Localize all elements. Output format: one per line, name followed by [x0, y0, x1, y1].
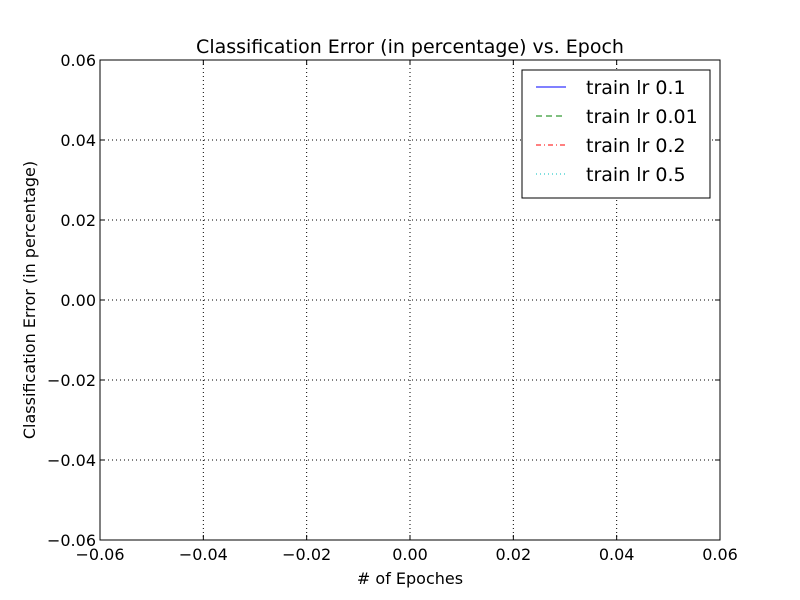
x-tick-label: −0.04	[179, 545, 228, 564]
y-axis-title: Classification Error (in percentage)	[20, 161, 39, 439]
y-tick-label: −0.04	[47, 451, 96, 470]
x-tick-label: 0.00	[392, 545, 428, 564]
legend-label: train lr 0.2	[586, 135, 686, 157]
legend-label: train lr 0.5	[586, 164, 686, 186]
legend-label: train lr 0.01	[586, 106, 698, 128]
x-tick-label: −0.02	[282, 545, 331, 564]
y-tick-label: 0.04	[60, 131, 96, 150]
y-tick-label: 0.00	[60, 291, 96, 310]
legend-box	[521, 69, 711, 199]
x-tick-label: 0.02	[496, 545, 532, 564]
x-tick-label: 0.04	[599, 545, 635, 564]
chart-title: Classification Error (in percentage) vs.…	[196, 36, 624, 58]
x-tick-label: −0.06	[75, 545, 124, 564]
x-tick-label: 0.06	[702, 545, 738, 564]
tick-layer: −0.06 −0.04 −0.02 0.00 0.02 0.04 0.06 −0.06 −0.0…	[47, 51, 738, 564]
x-axis-title: # of Epoches	[357, 569, 463, 588]
y-tick-label: −0.06	[47, 531, 96, 550]
y-tick-label: 0.06	[60, 51, 96, 70]
y-tick-label: −0.02	[47, 371, 96, 390]
y-tick-label: 0.02	[60, 211, 96, 230]
legend: train lr 0.1 train lr 0.01 train lr 0.2 tra…	[521, 69, 711, 199]
legend-label: train lr 0.1	[586, 77, 686, 99]
